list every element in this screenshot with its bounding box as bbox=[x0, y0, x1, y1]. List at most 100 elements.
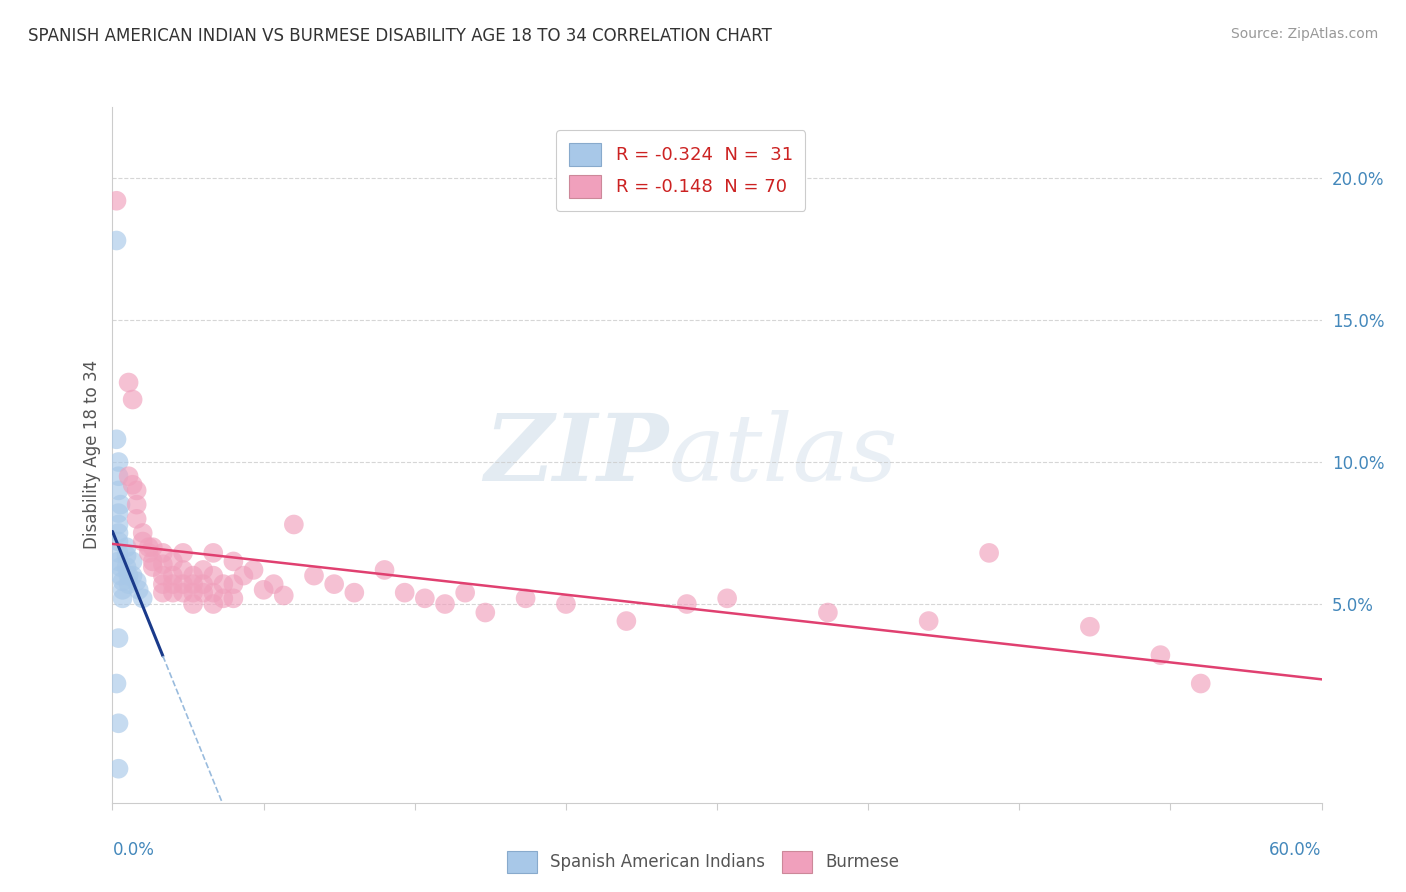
Point bbox=[152, 558, 174, 572]
Text: SPANISH AMERICAN INDIAN VS BURMESE DISABILITY AGE 18 TO 34 CORRELATION CHART: SPANISH AMERICAN INDIAN VS BURMESE DISAB… bbox=[28, 27, 772, 45]
Point bbox=[202, 597, 225, 611]
Point bbox=[817, 606, 839, 620]
Point bbox=[132, 526, 155, 541]
Point bbox=[675, 597, 697, 611]
Point bbox=[107, 534, 129, 549]
Point bbox=[115, 540, 138, 554]
Point bbox=[107, 455, 129, 469]
Point bbox=[283, 517, 305, 532]
Point bbox=[202, 546, 225, 560]
Point bbox=[212, 577, 235, 591]
Point bbox=[1078, 620, 1101, 634]
Point bbox=[918, 614, 941, 628]
Y-axis label: Disability Age 18 to 34: Disability Age 18 to 34 bbox=[83, 360, 101, 549]
Point bbox=[105, 194, 128, 208]
Point bbox=[138, 546, 160, 560]
Point bbox=[125, 512, 148, 526]
Point bbox=[515, 591, 537, 606]
Point bbox=[107, 506, 129, 520]
Point bbox=[132, 591, 155, 606]
Legend: R = -0.324  N =  31, R = -0.148  N = 70: R = -0.324 N = 31, R = -0.148 N = 70 bbox=[557, 130, 806, 211]
Point bbox=[121, 568, 143, 582]
Point bbox=[152, 568, 174, 582]
Point bbox=[110, 498, 132, 512]
Point bbox=[202, 568, 225, 582]
Point bbox=[117, 376, 139, 390]
Point bbox=[152, 577, 174, 591]
Point bbox=[142, 560, 165, 574]
Point bbox=[162, 585, 184, 599]
Point bbox=[107, 546, 129, 560]
Point bbox=[105, 234, 128, 248]
Point bbox=[125, 498, 148, 512]
Point bbox=[302, 568, 325, 582]
Point bbox=[374, 563, 396, 577]
Point bbox=[1149, 648, 1171, 662]
Point bbox=[107, 631, 129, 645]
Point bbox=[121, 392, 143, 407]
Point bbox=[232, 568, 254, 582]
Point bbox=[121, 477, 143, 491]
Point bbox=[181, 585, 204, 599]
Point bbox=[1189, 676, 1212, 690]
Point bbox=[162, 577, 184, 591]
Point bbox=[242, 563, 264, 577]
Point bbox=[222, 591, 245, 606]
Point bbox=[117, 469, 139, 483]
Point bbox=[107, 469, 129, 483]
Text: 60.0%: 60.0% bbox=[1270, 841, 1322, 859]
Point bbox=[263, 577, 285, 591]
Point bbox=[977, 546, 1000, 560]
Text: atlas: atlas bbox=[669, 410, 898, 500]
Point bbox=[454, 585, 477, 599]
Point bbox=[125, 483, 148, 498]
Point bbox=[614, 614, 637, 628]
Point bbox=[128, 582, 150, 597]
Point bbox=[107, 716, 129, 731]
Text: Source: ZipAtlas.com: Source: ZipAtlas.com bbox=[1230, 27, 1378, 41]
Point bbox=[107, 517, 129, 532]
Point bbox=[162, 554, 184, 568]
Point bbox=[111, 591, 134, 606]
Point bbox=[117, 577, 139, 591]
Point bbox=[181, 597, 204, 611]
Point bbox=[212, 591, 235, 606]
Point bbox=[111, 574, 134, 589]
Point bbox=[110, 560, 132, 574]
Point bbox=[191, 563, 214, 577]
Point bbox=[474, 606, 496, 620]
Point bbox=[162, 568, 184, 582]
Point bbox=[105, 432, 128, 446]
Point bbox=[554, 597, 576, 611]
Point bbox=[117, 568, 139, 582]
Point bbox=[132, 534, 155, 549]
Point bbox=[191, 577, 214, 591]
Text: 0.0%: 0.0% bbox=[112, 841, 155, 859]
Point bbox=[115, 549, 138, 563]
Point bbox=[138, 540, 160, 554]
Point bbox=[222, 577, 245, 591]
Point bbox=[111, 582, 134, 597]
Point bbox=[413, 591, 436, 606]
Point bbox=[107, 554, 129, 568]
Point bbox=[172, 546, 194, 560]
Point bbox=[273, 589, 295, 603]
Point bbox=[142, 554, 165, 568]
Point bbox=[202, 585, 225, 599]
Point bbox=[394, 585, 416, 599]
Point bbox=[107, 483, 129, 498]
Point bbox=[323, 577, 346, 591]
Point bbox=[107, 526, 129, 541]
Point bbox=[142, 540, 165, 554]
Point bbox=[172, 585, 194, 599]
Point bbox=[181, 568, 204, 582]
Point bbox=[222, 554, 245, 568]
Point bbox=[191, 585, 214, 599]
Point bbox=[343, 585, 366, 599]
Point bbox=[716, 591, 738, 606]
Point bbox=[172, 577, 194, 591]
Point bbox=[172, 563, 194, 577]
Point bbox=[115, 560, 138, 574]
Point bbox=[152, 585, 174, 599]
Point bbox=[125, 574, 148, 589]
